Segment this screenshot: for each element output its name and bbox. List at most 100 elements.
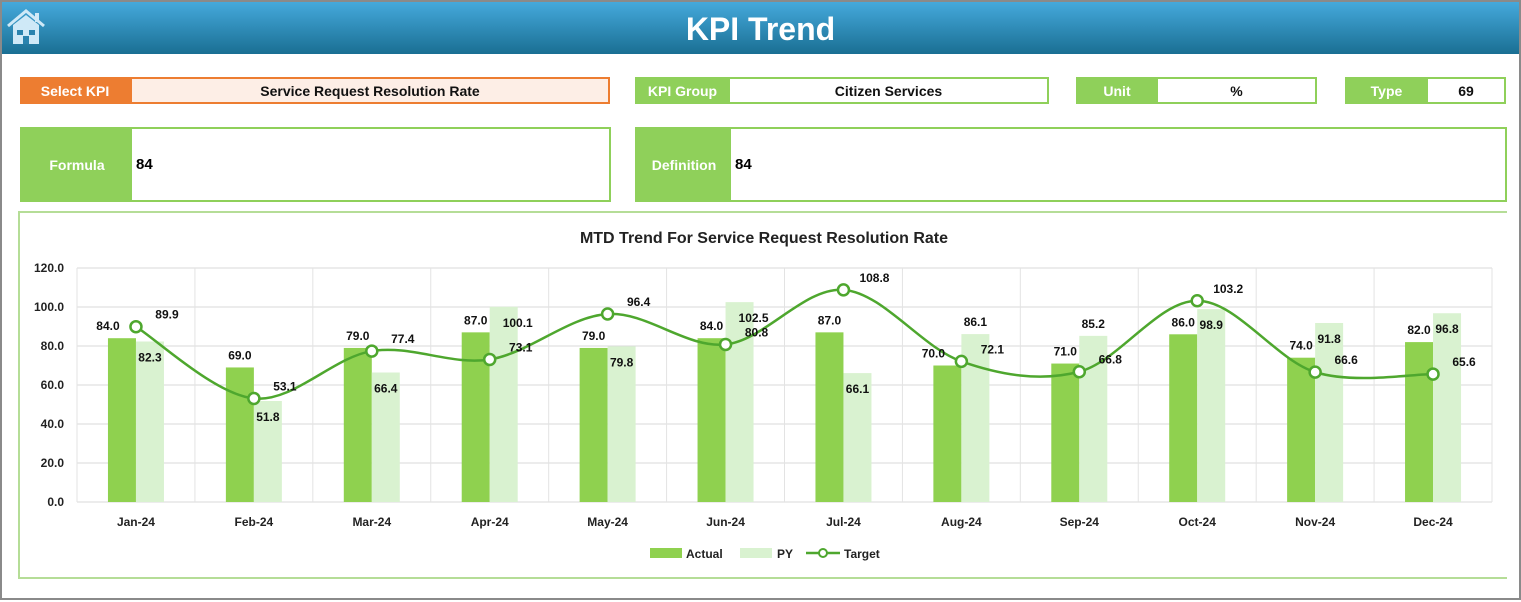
formula-label: Formula <box>22 129 132 200</box>
py-bar <box>1315 322 1344 502</box>
target-data-label: 72.1 <box>981 342 1005 356</box>
x-tick-label: Feb-24 <box>235 515 274 529</box>
definition-box: Definition 84 <box>635 127 1507 202</box>
target-data-label: 65.6 <box>1452 355 1476 369</box>
target-data-label: 53.1 <box>273 379 297 393</box>
kpi-group-value: Citizen Services <box>728 77 1049 104</box>
actual-bar <box>697 338 726 502</box>
y-tick-label: 20.0 <box>41 456 65 470</box>
target-data-label: 80.8 <box>745 325 769 339</box>
kpi-group-label: KPI Group <box>635 77 730 104</box>
x-tick-label: Oct-24 <box>1179 515 1217 529</box>
page-title: KPI Trend <box>685 11 836 47</box>
py-data-label: 86.1 <box>964 315 988 329</box>
target-data-label: 73.1 <box>509 340 533 354</box>
definition-label: Definition <box>637 129 731 200</box>
y-tick-label: 0.0 <box>47 495 64 509</box>
legend-actual-label: Actual <box>686 547 723 561</box>
unit-label: Unit <box>1076 77 1158 104</box>
target-marker <box>600 307 615 321</box>
legend-py-label: PY <box>777 547 793 561</box>
target-marker <box>1308 365 1322 379</box>
home-icon[interactable] <box>6 8 46 46</box>
py-bar <box>135 341 164 502</box>
x-tick-label: May-24 <box>587 515 628 529</box>
y-tick-label: 40.0 <box>41 417 65 431</box>
actual-data-label: 74.0 <box>1289 339 1313 353</box>
py-data-label: 98.9 <box>1200 318 1224 332</box>
y-tick-label: 60.0 <box>41 378 65 392</box>
py-bar <box>253 400 282 502</box>
actual-bar <box>1405 342 1434 502</box>
target-marker <box>836 283 851 297</box>
py-bar <box>1079 335 1108 502</box>
target-data-label: 108.8 <box>859 271 889 285</box>
x-tick-label: Sep-24 <box>1060 515 1100 529</box>
y-tick-label: 120.0 <box>34 261 64 275</box>
py-bar <box>607 346 636 502</box>
actual-data-label: 84.0 <box>96 319 120 333</box>
actual-data-label: 87.0 <box>818 313 842 327</box>
actual-bar <box>815 332 844 502</box>
x-tick-label: Dec-24 <box>1413 515 1453 529</box>
actual-data-label: 84.0 <box>700 319 724 333</box>
target-data-label: 77.4 <box>391 332 415 346</box>
target-marker <box>365 344 379 358</box>
py-bar <box>1433 313 1462 502</box>
x-tick-label: Apr-24 <box>471 515 509 529</box>
actual-bar <box>933 365 962 502</box>
py-bar <box>725 302 754 502</box>
chart-title: MTD Trend For Service Request Resolution… <box>580 230 948 247</box>
actual-bar <box>1169 334 1198 502</box>
py-bar <box>489 306 518 502</box>
actual-data-label: 82.0 <box>1407 323 1431 337</box>
py-data-label: 66.4 <box>374 382 398 396</box>
py-data-label: 102.5 <box>739 311 769 325</box>
x-tick-label: Jan-24 <box>117 515 155 529</box>
target-data-label: 66.8 <box>1099 353 1123 367</box>
x-tick-label: Nov-24 <box>1295 515 1335 529</box>
target-data-label: 66.6 <box>1334 353 1358 367</box>
y-tick-label: 100.0 <box>34 300 64 314</box>
target-marker <box>718 337 733 352</box>
target-marker <box>954 354 969 369</box>
x-tick-label: Jun-24 <box>706 515 745 529</box>
py-data-label: 100.1 <box>503 316 533 330</box>
py-data-label: 79.8 <box>610 355 634 369</box>
select-kpi-label: Select KPI <box>20 77 130 104</box>
py-bar <box>1197 309 1226 502</box>
actual-bar <box>1287 357 1316 502</box>
py-bar <box>371 372 400 502</box>
actual-data-label: 79.0 <box>582 329 606 343</box>
actual-bar <box>579 347 608 502</box>
x-tick-label: Jul-24 <box>826 515 861 529</box>
select-kpi-dropdown[interactable]: Service Request Resolution Rate <box>130 77 610 104</box>
definition-value: 84 <box>735 156 752 173</box>
target-marker <box>1190 294 1204 308</box>
legend-actual-swatch <box>650 548 682 558</box>
actual-bar <box>225 367 254 502</box>
actual-data-label: 87.0 <box>464 313 488 327</box>
target-data-label: 96.4 <box>627 295 651 309</box>
target-marker <box>1072 364 1087 379</box>
target-marker <box>482 352 497 367</box>
target-data-label: 89.9 <box>155 308 179 322</box>
actual-data-label: 70.0 <box>922 347 946 361</box>
target-line <box>135 288 1434 400</box>
actual-bar <box>107 338 136 502</box>
target-marker <box>247 391 261 406</box>
target-data-label: 103.2 <box>1213 282 1243 296</box>
header-bar: KPI Trend <box>2 2 1519 54</box>
actual-bar <box>1051 363 1080 502</box>
actual-bar <box>343 347 372 502</box>
actual-data-label: 69.0 <box>228 348 252 362</box>
py-data-label: 85.2 <box>1082 317 1106 331</box>
formula-value: 84 <box>136 156 153 173</box>
actual-data-label: 86.0 <box>1172 315 1196 329</box>
py-data-label: 51.8 <box>256 410 280 424</box>
target-marker <box>1426 367 1440 381</box>
type-label: Type <box>1345 77 1428 104</box>
py-data-label: 96.8 <box>1435 322 1459 336</box>
formula-box: Formula 84 <box>20 127 611 202</box>
py-data-label: 82.3 <box>138 351 162 365</box>
